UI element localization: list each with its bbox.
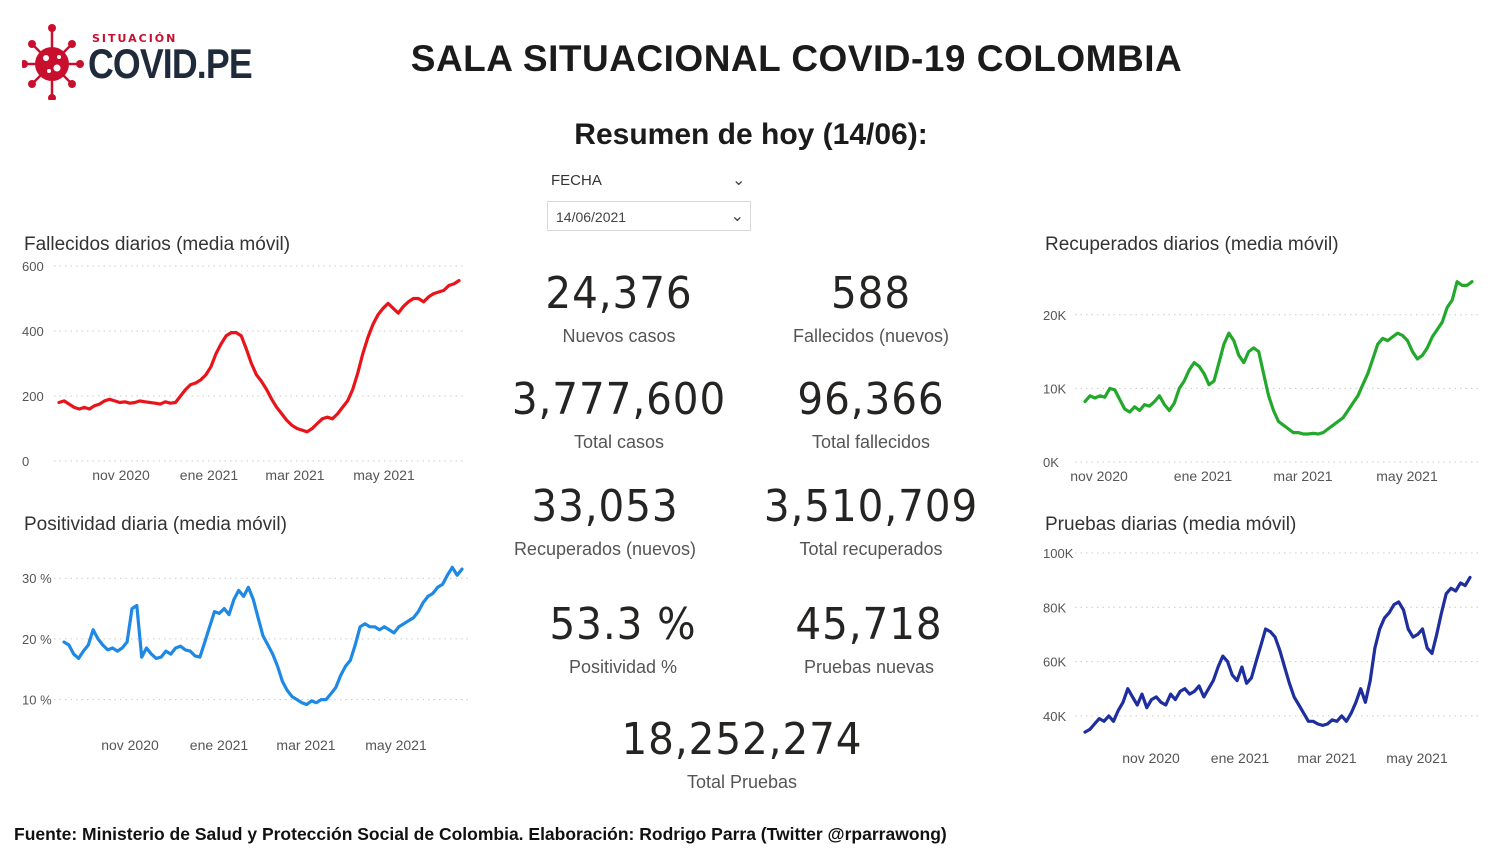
y-tick-label: 30 % [22, 571, 52, 586]
logo-title: COVID.PE [88, 40, 253, 87]
kpi-pruebas-nuevas: 45,718 Pruebas nuevas [719, 603, 1019, 678]
y-tick-label: 20 % [22, 632, 52, 647]
date-filter-label: FECHA [551, 172, 602, 189]
kpi-value: 3,777,600 [511, 374, 727, 425]
source-credit: Fuente: Ministerio de Salud y Protección… [14, 824, 947, 844]
kpi-label: Positividad % [568, 657, 678, 677]
y-tick-label: 10K [1043, 381, 1066, 396]
date-filter-value: 14/06/2021 [556, 209, 627, 225]
kpi-value: 24,376 [545, 268, 693, 319]
kpi-label: Nuevos casos [562, 326, 676, 346]
x-tick-label: ene 2021 [180, 467, 239, 483]
kpi-value: 3,510,709 [763, 481, 979, 532]
kpi-label: Total fallecidos [811, 432, 931, 452]
chart-fallecidos: 0 200 400 600 nov 2020 ene 2021 mar 2021 may 20… [22, 259, 464, 483]
kpi-value: 18,252,274 [621, 714, 863, 765]
kpi-label: Recuperados (nuevos) [513, 539, 697, 559]
chart-recuperados: 0K 10K 20K nov 2020 ene 2021 mar 2021 may 2021 [1043, 280, 1482, 484]
kpi-value: 33,053 [531, 481, 679, 532]
x-tick-label: mar 2021 [276, 737, 335, 753]
kpi-fallecidos-nuevos: 588 Fallecidos (nuevos) [721, 272, 1021, 347]
chevron-down-icon: ⌄ [730, 206, 744, 225]
kpi-value: 53.3 % [549, 599, 697, 650]
kpi-total-pruebas: 18,252,274 Total Pruebas [592, 718, 892, 793]
chevron-down-icon[interactable]: ⌄ [732, 170, 746, 189]
y-tick-label: 100K [1043, 546, 1074, 561]
y-tick-label: 10 % [22, 693, 52, 708]
series-line [62, 565, 464, 707]
kpi-total-casos: 3,777,600 Total casos [469, 378, 769, 453]
x-tick-label: nov 2020 [1122, 750, 1180, 766]
x-tick-label: ene 2021 [190, 737, 249, 753]
kpi-value: 45,718 [795, 599, 943, 650]
x-tick-label: nov 2020 [1070, 468, 1128, 484]
x-tick-label: may 2021 [1376, 468, 1438, 484]
kpi-recuperados-nuevos: 33,053 Recuperados (nuevos) [455, 485, 755, 560]
covidpe-logo [22, 20, 242, 100]
y-tick-label: 200 [22, 389, 44, 404]
chart-title-positividad: Positividad diaria (media móvil) [24, 514, 287, 535]
summary-title: Resumen de hoy (14/06): [574, 118, 928, 151]
y-tick-label: 40K [1043, 709, 1066, 724]
logo-subtitle: SITUACIÓN [92, 32, 178, 45]
y-tick-label: 0 [22, 454, 29, 469]
kpi-label: Total casos [573, 432, 665, 452]
x-tick-label: nov 2020 [92, 467, 150, 483]
series-line [1083, 280, 1474, 436]
kpi-positividad: 53.3 % Positividad % [473, 603, 773, 678]
chart-pruebas: 40K 60K 80K 100K nov 2020 ene 2021 mar 2021 may… [1043, 546, 1480, 766]
kpi-nuevos-casos: 24,376 Nuevos casos [469, 272, 769, 347]
x-tick-label: mar 2021 [1273, 468, 1332, 484]
page-title: SALA SITUACIONAL COVID-19 COLOMBIA [410, 38, 1183, 79]
kpi-total-fallecidos: 96,366 Total fallecidos [721, 378, 1021, 453]
y-tick-label: 20K [1043, 308, 1066, 323]
virus-icon [22, 24, 84, 100]
y-tick-label: 600 [22, 259, 44, 274]
y-tick-label: 400 [22, 324, 44, 339]
x-tick-label: mar 2021 [1297, 750, 1356, 766]
kpi-value: 96,366 [797, 374, 945, 425]
chart-title-recuperados: Recuperados diarios (media móvil) [1045, 234, 1339, 255]
y-tick-label: 80K [1043, 600, 1066, 615]
y-tick-label: 60K [1043, 655, 1066, 670]
y-tick-label: 0K [1043, 455, 1059, 470]
kpi-label: Pruebas nuevas [803, 657, 935, 677]
chart-title-fallecidos: Fallecidos diarios (media móvil) [24, 234, 291, 255]
chart-title-pruebas: Pruebas diarias (media móvil) [1045, 514, 1297, 535]
kpi-label: Total Pruebas [686, 772, 798, 792]
kpi-value: 588 [830, 268, 912, 319]
x-tick-label: ene 2021 [1211, 750, 1270, 766]
chart-positividad: 10 % 20 % 30 % nov 2020 ene 2021 mar 2021 may … [22, 565, 472, 753]
kpi-label: Fallecidos (nuevos) [792, 326, 950, 346]
x-tick-label: nov 2020 [101, 737, 159, 753]
kpi-total-recuperados: 3,510,709 Total recuperados [721, 485, 1021, 560]
x-tick-label: mar 2021 [265, 467, 324, 483]
date-filter-dropdown[interactable]: 14/06/2021 ⌄ [547, 201, 751, 231]
series-line [1083, 575, 1472, 734]
x-tick-label: ene 2021 [1174, 468, 1233, 484]
x-tick-label: may 2021 [353, 467, 415, 483]
series-line [57, 279, 461, 434]
x-tick-label: may 2021 [1386, 750, 1448, 766]
kpi-label: Total recuperados [799, 539, 943, 559]
x-tick-label: may 2021 [365, 737, 427, 753]
